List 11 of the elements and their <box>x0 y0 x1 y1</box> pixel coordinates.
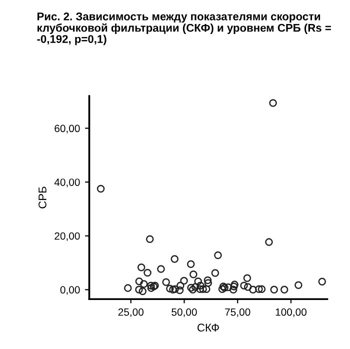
y-axis-title: СРБ <box>38 186 46 208</box>
y-tick-label: 0,00 <box>60 286 80 295</box>
x-axis-title: СКФ <box>198 324 219 332</box>
x-tick-label: 25,00 <box>118 308 144 318</box>
y-tick-label: 20,00 <box>54 232 80 241</box>
x-tick-label: 50,00 <box>172 308 197 318</box>
y-tick-label: 40,00 <box>54 178 80 188</box>
x-tick-label: 75,00 <box>225 308 250 318</box>
chart-title: Рис. 2. Зависимость между показателями скорости клубочковой фильтрации (СКФ) и уровнем СРБ (Rs = -0,192, p=0,1) <box>37 12 331 46</box>
x-tick-label: 100,00 <box>276 308 306 318</box>
y-tick-label: 60,00 <box>54 124 80 134</box>
